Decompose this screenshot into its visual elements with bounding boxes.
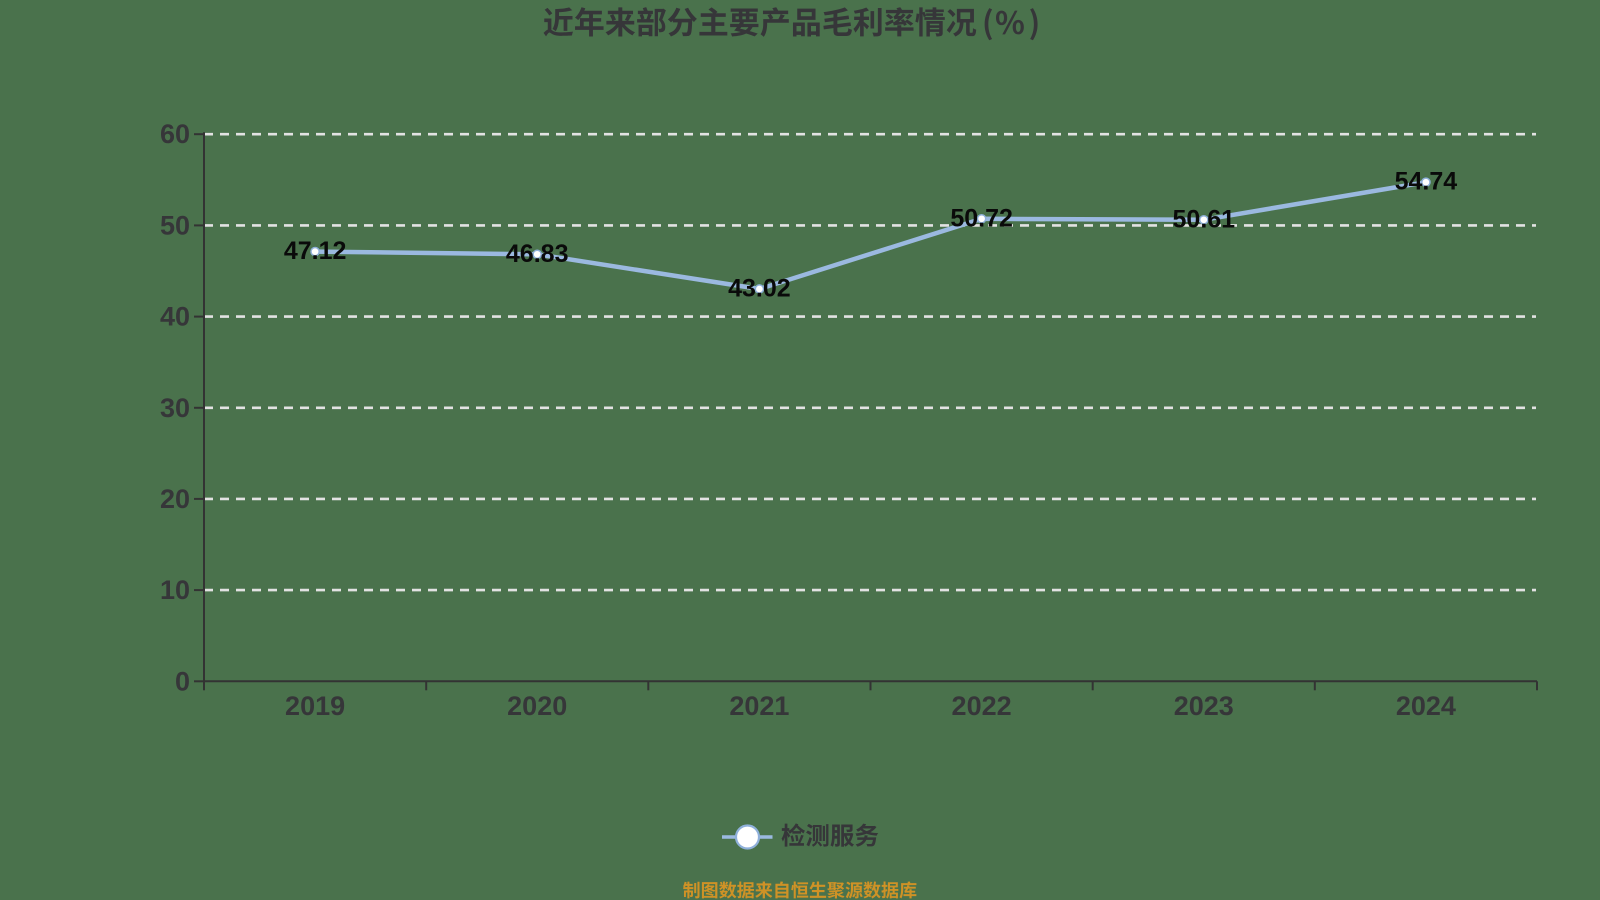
svg-text:2020: 2020 — [507, 691, 567, 721]
svg-text:10: 10 — [160, 575, 190, 605]
svg-text:20: 20 — [160, 484, 190, 514]
svg-text:47.12: 47.12 — [284, 237, 347, 265]
svg-text:54.74: 54.74 — [1395, 168, 1458, 196]
svg-text:2022: 2022 — [952, 691, 1012, 721]
svg-text:60: 60 — [160, 119, 190, 149]
svg-text:50: 50 — [160, 210, 190, 240]
svg-text:46.83: 46.83 — [506, 240, 569, 268]
svg-text:40: 40 — [160, 302, 190, 332]
svg-text:2019: 2019 — [285, 691, 345, 721]
svg-text:50.61: 50.61 — [1173, 205, 1236, 233]
svg-text:2021: 2021 — [729, 691, 789, 721]
svg-text:2024: 2024 — [1396, 691, 1456, 721]
svg-text:0: 0 — [175, 666, 190, 696]
svg-text:2023: 2023 — [1174, 691, 1234, 721]
svg-text:43.02: 43.02 — [728, 275, 791, 303]
svg-text:30: 30 — [160, 393, 190, 423]
svg-text:50.72: 50.72 — [950, 204, 1013, 232]
